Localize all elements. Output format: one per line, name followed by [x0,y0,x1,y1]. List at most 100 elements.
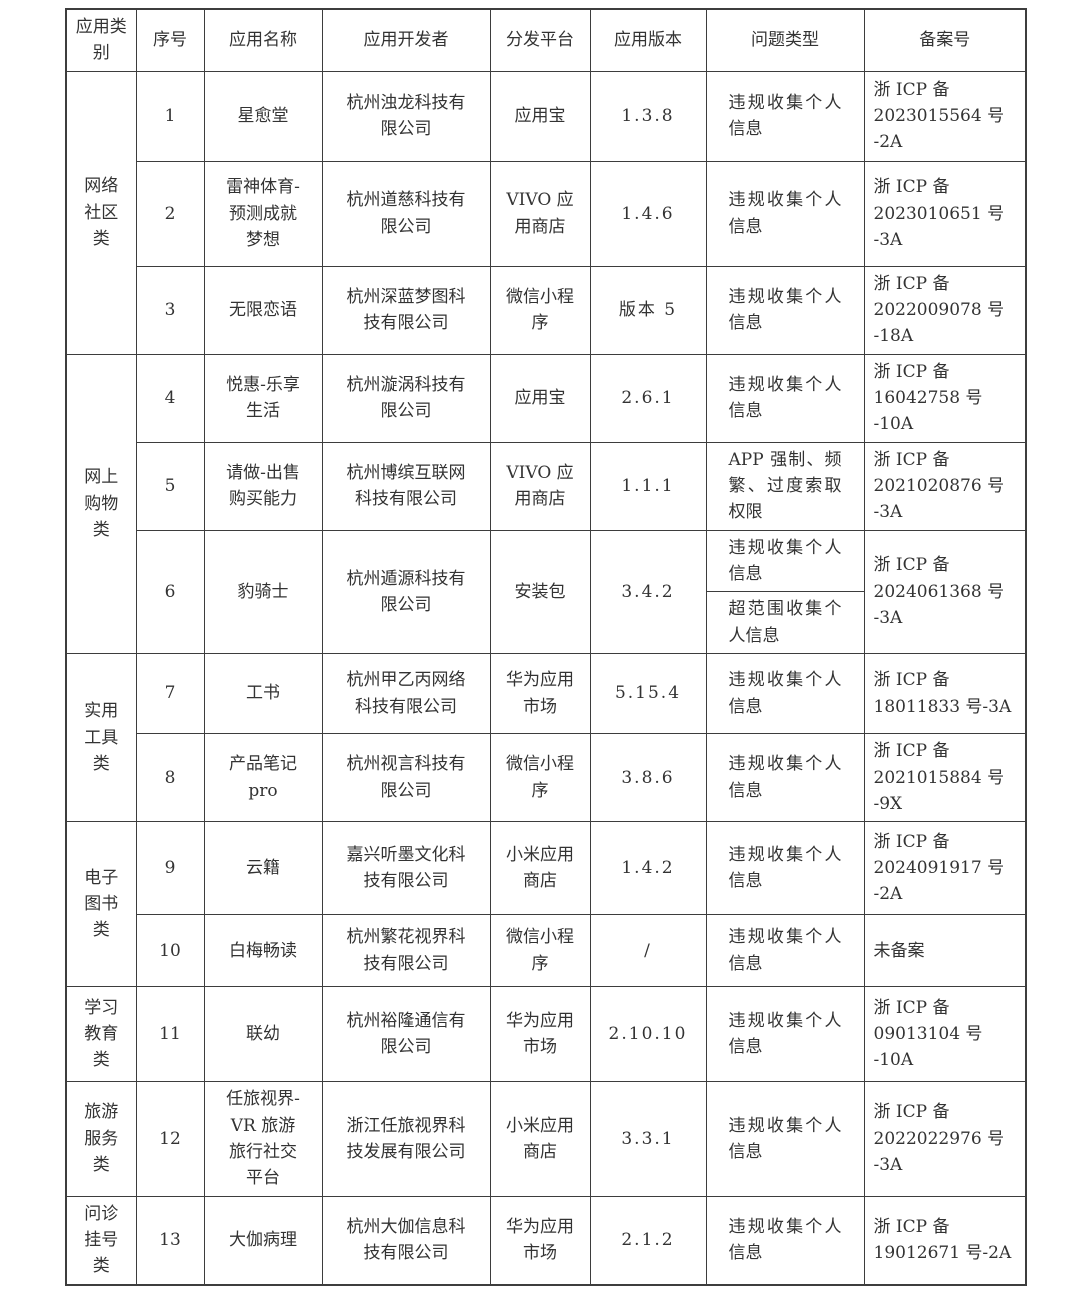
cell-seq: 5 [135,441,205,531]
cell-platform: 应用宝 [489,353,591,443]
cell-developer: 杭州遁源科技有限公司 [321,529,491,655]
table-row: 问诊挂号类 13 大伽病理 杭州大伽信息科技有限公司 华为应用市场 2.1.2 … [65,1195,1027,1286]
cell-developer: 杭州漩涡科技有限公司 [321,353,491,443]
cell-seq: 6 [135,529,205,655]
cell-version: 2.6.1 [589,353,707,443]
cell-seq: 3 [135,265,205,355]
cell-seq: 8 [135,733,205,823]
cell-category: 网上购物类 [65,353,137,655]
table-row: 2 雷神体育-预测成就梦想 杭州道慈科技有限公司 VIVO 应用商店 1.4.6… [66,160,1027,267]
cell-version: 1.3.8 [589,70,707,162]
cell-category: 实用工具类 [65,653,137,823]
cell-developer: 杭州繁花视界科技有限公司 [321,914,491,988]
cell-issue: 违规收集个人信息 [705,70,865,162]
table-row: 旅游服务类 12 任旅视界-VR 旅游旅行社交平台 浙江任旅视界科技发展有限公司… [65,1081,1027,1197]
cell-issue: APP 强制、频繁、过度索取权限 [705,441,865,531]
table-row: 网上购物类 4 悦惠-乐享生活 杭州漩涡科技有限公司 应用宝 2.6.1 违规收… [65,353,1027,655]
cell-registration: 浙 ICP 备 2023010651 号 -3A [863,160,1027,267]
cell-category: 网络社区类 [65,70,137,355]
cell-issue: 违规收集个人信息 [705,653,865,735]
table-row: 实用工具类 7 工书 杭州甲乙丙网络科技有限公司 华为应用市场 5.15.4 违… [65,653,1027,823]
table-row: 网络社区类 1 星愈堂 杭州浊龙科技有限公司 应用宝 1.3.8 违规收集个人信… [65,70,1027,355]
cell-app-name: 任旅视界-VR 旅游旅行社交平台 [203,1081,323,1197]
cell-platform: VIVO 应用商店 [489,160,591,267]
cell-issue: 违规收集个人信息 [705,986,865,1083]
cell-category: 电子图书类 [65,821,137,988]
col-header-developer: 应用开发者 [321,8,491,72]
col-header-platform: 分发平台 [489,8,591,72]
cell-app-name: 联幼 [203,986,323,1083]
cell-issue: 违规收集个人信息 [705,529,865,593]
col-header-seq: 序号 [135,8,205,72]
cell-seq: 9 [135,821,205,916]
cell-platform: 华为应用市场 [489,1195,591,1286]
header-row: 应用类别 序号 应用名称 应用开发者 分发平台 应用版本 问题类型 备案号 [65,8,1027,72]
cell-developer: 杭州博缤互联网科技有限公司 [321,441,491,531]
cell-developer: 杭州大伽信息科技有限公司 [321,1195,491,1286]
cell-seq: 4 [135,353,205,443]
cell-platform: 微信小程序 [489,733,591,823]
cell-platform: 华为应用市场 [489,653,591,735]
cell-version: / [589,914,707,988]
app-violation-table: 应用类别 序号 应用名称 应用开发者 分发平台 应用版本 问题类型 备案号 网络… [65,8,1027,1286]
cell-platform: 微信小程序 [489,914,591,988]
cell-version: 3.8.6 [589,733,707,823]
cell-seq: 10 [135,914,205,988]
cell-issue: 违规收集个人信息 [705,1195,865,1286]
cell-developer: 杭州裕隆通信有限公司 [321,986,491,1083]
table-row: 5 请做-出售购买能力 杭州博缤互联网科技有限公司 VIVO 应用商店 1.1.… [66,441,1027,531]
cell-developer: 嘉兴听墨文化科技有限公司 [321,821,491,916]
cell-developer: 浙江任旅视界科技发展有限公司 [321,1081,491,1197]
cell-registration: 浙 ICP 备 2021015884 号 -9X [863,733,1027,823]
cell-version: 3.4.2 [589,529,707,655]
table-row: 6 豹骑士 杭州遁源科技有限公司 安装包 3.4.2 违规收集个人信息 浙 IC… [66,529,1027,655]
table-row: 学习教育类 11 联幼 杭州裕隆通信有限公司 华为应用市场 2.10.10 违规… [65,986,1027,1083]
cell-issue: 违规收集个人信息 [705,821,865,916]
col-header-name: 应用名称 [203,8,323,72]
cell-seq: 2 [135,160,205,267]
cell-platform: 安装包 [489,529,591,655]
cell-app-name: 请做-出售购买能力 [203,441,323,531]
cell-app-name: 豹骑士 [203,529,323,655]
cell-developer: 杭州道慈科技有限公司 [321,160,491,267]
cell-version: 2.10.10 [589,986,707,1083]
table-row: 3 无限恋语 杭州深蓝梦图科技有限公司 微信小程序 版本 5 违规收集个人信息 … [66,265,1027,355]
cell-registration: 浙 ICP 备 16042758 号 -10A [863,353,1027,443]
cell-issue: 违规收集个人信息 [705,733,865,823]
table-row: 8 产品笔记 pro 杭州视言科技有限公司 微信小程序 3.8.6 违规收集个人… [66,733,1027,823]
cell-seq: 11 [135,986,205,1083]
table-row: 10 白梅畅读 杭州繁花视界科技有限公司 微信小程序 / 违规收集个人信息 未备… [66,914,1027,988]
col-header-version: 应用版本 [589,8,707,72]
cell-version: 2.1.2 [589,1195,707,1286]
cell-registration: 浙 ICP 备 18011833 号-3A [863,653,1027,735]
cell-version: 5.15.4 [589,653,707,735]
cell-seq: 7 [135,653,205,735]
cell-app-name: 无限恋语 [203,265,323,355]
table-row: 超范围收集个人信息 [66,591,1026,655]
cell-version: 3.3.1 [589,1081,707,1197]
col-header-issue: 问题类型 [705,8,865,72]
cell-registration: 浙 ICP 备 2024061368 号 -3A [863,529,1027,655]
col-header-category: 应用类别 [65,8,137,72]
cell-registration: 浙 ICP 备 2023015564 号 -2A [863,70,1027,162]
cell-version: 1.4.2 [589,821,707,916]
cell-platform: VIVO 应用商店 [489,441,591,531]
cell-category: 旅游服务类 [65,1081,137,1197]
cell-version: 1.1.1 [589,441,707,531]
cell-developer: 杭州视言科技有限公司 [321,733,491,823]
cell-developer: 杭州深蓝梦图科技有限公司 [321,265,491,355]
cell-issue: 违规收集个人信息 [705,160,865,267]
cell-version: 版本 5 [589,265,707,355]
cell-registration: 浙 ICP 备 2024091917 号 -2A [863,821,1027,916]
cell-issue-secondary: 超范围收集个人信息 [705,591,865,655]
table-row: 电子图书类 9 云籍 嘉兴听墨文化科技有限公司 小米应用商店 1.4.2 违规收… [65,821,1027,988]
cell-registration: 浙 ICP 备 2021020876 号 -3A [863,441,1027,531]
cell-registration: 浙 ICP 备 2022022976 号 -3A [863,1081,1027,1197]
cell-issue: 违规收集个人信息 [705,1081,865,1197]
cell-registration: 浙 ICP 备 09013104 号 -10A [863,986,1027,1083]
cell-category: 学习教育类 [65,986,137,1083]
col-header-registration: 备案号 [863,8,1027,72]
cell-seq: 12 [135,1081,205,1197]
cell-app-name: 工书 [203,653,323,735]
